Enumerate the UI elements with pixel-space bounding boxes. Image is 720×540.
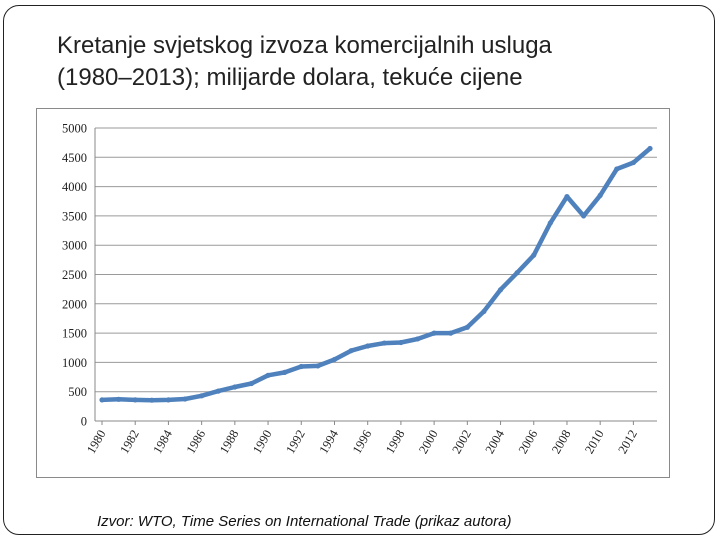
x-tick-label: 1992 bbox=[283, 428, 308, 457]
chart-area: 0 500 1000 1500 2000 2500 3000 3500 4000 4500 5000… bbox=[36, 108, 670, 478]
title-line-1: Kretanje svjetskog izvoza komercijalnih … bbox=[57, 32, 552, 59]
y-tick-label: 4500 bbox=[62, 151, 87, 165]
x-tick-label: 2012 bbox=[615, 428, 640, 457]
data-point bbox=[481, 308, 487, 315]
data-point bbox=[398, 339, 404, 346]
y-tick-label: 0 bbox=[81, 415, 87, 429]
data-point bbox=[531, 252, 537, 258]
data-point bbox=[232, 384, 238, 390]
data-point bbox=[348, 348, 354, 354]
data-point bbox=[431, 330, 437, 336]
slide-title: Kretanje svjetskog izvoza komercijalnih … bbox=[57, 30, 697, 94]
data-point bbox=[514, 270, 520, 276]
y-tick-label: 1500 bbox=[62, 327, 87, 341]
x-tick-label: 1984 bbox=[150, 427, 175, 456]
x-tick-label: 2002 bbox=[449, 428, 474, 457]
x-tick-label: 1988 bbox=[217, 428, 242, 457]
data-point bbox=[448, 330, 454, 336]
x-tick-label: 2000 bbox=[416, 428, 441, 457]
x-tick-label: 1998 bbox=[383, 428, 408, 457]
data-point bbox=[414, 336, 421, 342]
data-point bbox=[365, 343, 371, 349]
data-point bbox=[547, 220, 553, 226]
data-point bbox=[381, 340, 387, 346]
y-tick-label: 1000 bbox=[62, 356, 87, 370]
source-note: Izvor: WTO, Time Series on International… bbox=[97, 513, 512, 530]
x-tick-label: 2008 bbox=[549, 428, 574, 457]
data-point bbox=[265, 372, 271, 378]
x-tick-label: 1994 bbox=[316, 427, 341, 456]
y-tick-label: 4000 bbox=[62, 180, 87, 194]
data-point bbox=[165, 397, 172, 403]
x-tick-label: 1996 bbox=[350, 428, 375, 457]
data-point bbox=[580, 213, 587, 219]
y-tick-label: 3000 bbox=[62, 239, 87, 253]
data-point bbox=[298, 363, 304, 370]
data-point bbox=[630, 159, 636, 166]
x-tick-label: 2006 bbox=[516, 428, 541, 457]
series-line bbox=[99, 146, 653, 403]
data-point bbox=[99, 397, 105, 403]
slide-frame bbox=[3, 5, 715, 535]
data-point bbox=[614, 166, 620, 172]
data-point bbox=[149, 397, 155, 403]
data-point bbox=[199, 393, 205, 399]
y-tick-label: 3500 bbox=[62, 209, 87, 223]
line-chart: 0 500 1000 1500 2000 2500 3000 3500 4000 4500 5000… bbox=[62, 122, 657, 457]
title-line-2: (1980–2013); milijarde dolara, tekuće ci… bbox=[57, 64, 523, 91]
x-tick-label: 1980 bbox=[84, 428, 109, 457]
y-tick-label: 2500 bbox=[62, 268, 87, 282]
x-tick-label: 1982 bbox=[117, 428, 142, 457]
data-point bbox=[647, 145, 653, 152]
x-tick-label: 2010 bbox=[582, 428, 607, 457]
data-point bbox=[315, 363, 321, 369]
y-tick-label: 2000 bbox=[62, 297, 87, 311]
data-point bbox=[248, 380, 255, 387]
data-point bbox=[282, 369, 288, 375]
data-point bbox=[464, 324, 470, 330]
data-point bbox=[331, 356, 338, 363]
data-point bbox=[215, 388, 221, 394]
x-tick-label: 1990 bbox=[250, 428, 275, 457]
y-tick-label: 5000 bbox=[62, 122, 87, 136]
y-tick-label: 500 bbox=[68, 385, 87, 399]
data-point bbox=[597, 192, 603, 198]
data-point bbox=[182, 396, 188, 402]
data-point bbox=[497, 287, 504, 293]
x-tick-label: 1986 bbox=[184, 428, 209, 457]
data-point bbox=[564, 193, 570, 200]
data-point bbox=[132, 397, 138, 403]
x-tick-label: 2004 bbox=[483, 427, 508, 456]
data-point bbox=[116, 396, 122, 402]
